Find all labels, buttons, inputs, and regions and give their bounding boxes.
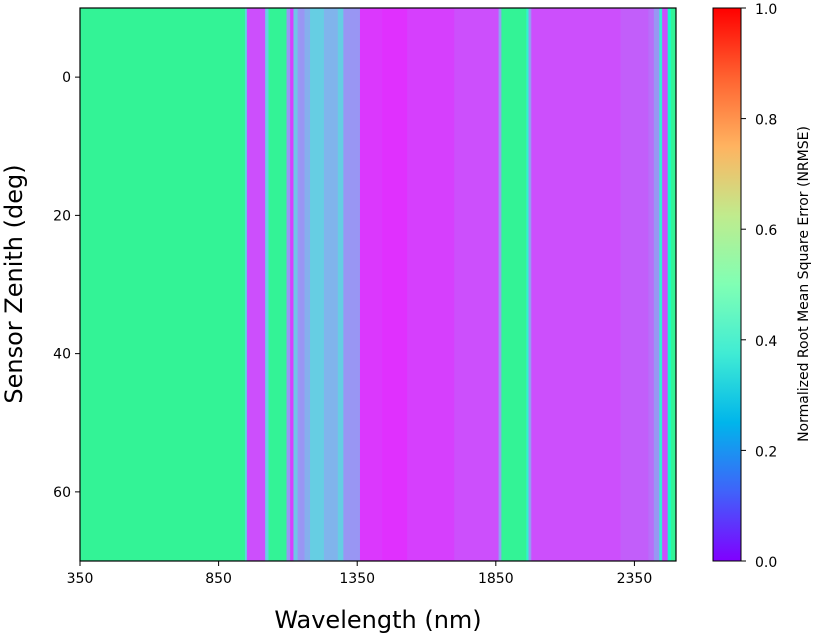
heatmap-band xyxy=(454,8,499,561)
heatmap-band xyxy=(310,8,325,561)
heatmap-band xyxy=(528,8,532,561)
heatmap-band xyxy=(337,8,344,561)
heatmap-band xyxy=(382,8,408,561)
plot-area xyxy=(79,7,677,562)
x-tick-label: 1350 xyxy=(339,571,375,587)
colorbar-scale xyxy=(712,7,742,562)
heatmap-band xyxy=(662,8,669,561)
y-tick-label: 0 xyxy=(62,70,71,86)
x-tick-label: 850 xyxy=(205,571,232,587)
heatmap-band xyxy=(671,8,676,561)
colorbar: 0.0 0.2 0.4 0.6 0.8 1.0 Normalized Root Mean … xyxy=(712,2,812,571)
y-tick-label: 20 xyxy=(53,208,71,224)
y-axis-title: Sensor Zenith (deg) xyxy=(0,164,28,403)
x-axis-title: Wavelength (nm) xyxy=(274,606,481,634)
colorbar-tick-label: 0.8 xyxy=(755,113,777,129)
colorbar-tick-label: 0.6 xyxy=(755,223,777,239)
y-tick-label: 40 xyxy=(53,347,71,363)
heatmap-band xyxy=(304,8,311,561)
heatmap-band xyxy=(246,8,266,561)
heatmap-band xyxy=(659,8,663,561)
heatmap-band xyxy=(244,8,248,561)
colorbar-tick-label: 0.0 xyxy=(755,555,777,571)
colorbar-title: Normalized Root Mean Square Error (NRMSE… xyxy=(796,126,812,442)
y-tick-label: 60 xyxy=(53,485,71,501)
heatmap-band xyxy=(653,8,660,561)
colorbar-tick-label: 0.2 xyxy=(755,444,777,460)
heatmap-band xyxy=(667,8,672,561)
heatmap-band xyxy=(359,8,383,561)
colorbar-ticks: 0.0 0.2 0.4 0.6 0.8 1.0 xyxy=(741,2,777,571)
heatmap-band xyxy=(343,8,361,561)
heatmap-band xyxy=(80,8,246,561)
heatmap-band xyxy=(648,8,655,561)
heatmap-band xyxy=(531,8,621,561)
x-tick-label: 1850 xyxy=(478,571,514,587)
heatmap-band xyxy=(265,8,269,561)
plot-frame xyxy=(79,7,677,562)
heatmap-band xyxy=(286,8,291,561)
x-axis-ticks: 350 850 1350 1850 2350 xyxy=(67,561,653,587)
heatmap-band xyxy=(293,8,299,561)
x-tick-label: 2350 xyxy=(617,571,653,587)
heatmap-band xyxy=(620,8,649,561)
y-axis-ticks: 0 20 40 60 xyxy=(53,70,80,501)
heatmap-band xyxy=(526,8,529,561)
heatmap-band xyxy=(323,8,339,561)
heatmap-band xyxy=(297,8,305,561)
heatmap-band xyxy=(268,8,287,561)
x-tick-label: 350 xyxy=(67,571,94,587)
heatmap-band xyxy=(501,8,527,561)
heatmap-band xyxy=(290,8,294,561)
colorbar-tick-label: 1.0 xyxy=(755,2,777,18)
heatmap-band xyxy=(407,8,455,561)
colorbar-tick-label: 0.4 xyxy=(755,334,777,350)
heatmap-band xyxy=(498,8,502,561)
heatmap-bands xyxy=(80,8,676,561)
